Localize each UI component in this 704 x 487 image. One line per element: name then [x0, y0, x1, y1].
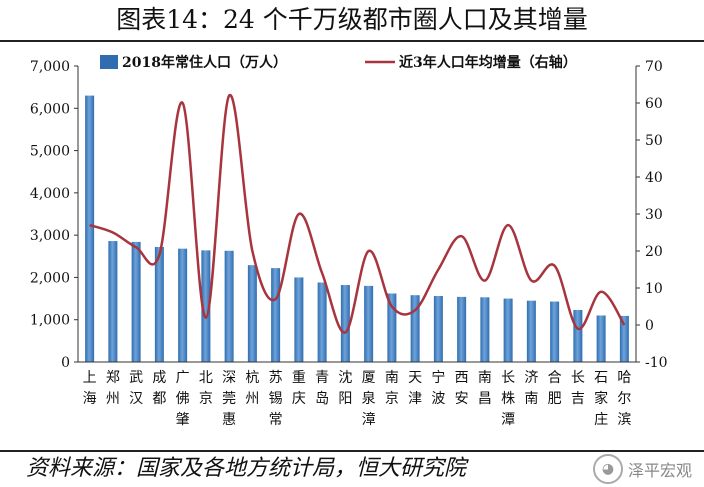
watermark-text: 泽平宏观: [627, 461, 692, 480]
y-tick-label-right: 10: [645, 281, 663, 297]
line-path: [89, 94, 626, 334]
source-divider: [0, 450, 704, 452]
x-tick-label: 北京: [199, 370, 213, 407]
y-tick-label-left: 1,000: [30, 313, 70, 329]
y-tick-label-right: 0: [645, 318, 654, 334]
x-tick-label: 济南: [524, 370, 538, 407]
bar: [154, 246, 164, 362]
x-tick-label: 青岛: [315, 370, 329, 407]
chart-title: 图表14：24 个千万级都市圈人口及其增量: [116, 5, 588, 34]
x-tick-label: 重庆: [292, 370, 306, 407]
x-tick-label: 长株潭: [501, 370, 515, 428]
x-tick-label: 南昌: [478, 370, 492, 407]
bar: [108, 241, 118, 362]
y-tick-label-right: 70: [645, 59, 663, 75]
x-tick-label: 成都: [152, 370, 166, 407]
x-tick-label: 杭州: [245, 370, 259, 407]
x-tick-label: 哈尔滨: [617, 370, 631, 428]
legend-label-bar: 2018年常住人口（万人）: [122, 54, 287, 71]
y-tick-label-left: 4,000: [30, 186, 70, 202]
y-tick-label-right: 40: [645, 170, 663, 186]
x-tick-label: 宁波: [431, 369, 445, 407]
bar: [503, 298, 513, 362]
bar: [201, 250, 211, 362]
x-tick-label: 武汉: [129, 370, 143, 407]
bar: [457, 296, 467, 362]
x-tick-label: 深莞惠: [222, 370, 236, 428]
bar: [619, 315, 629, 362]
bar: [526, 300, 536, 362]
bar: [596, 315, 606, 362]
x-tick-label: 石家庄: [594, 370, 608, 428]
legend: 2018年常住人口（万人） 近3年人口年均增量（右轴）: [100, 54, 577, 71]
x-tick-label: 沈阳: [338, 370, 352, 407]
legend-label-line: 近3年人口年均增量（右轴）: [399, 54, 577, 71]
y-tick-label-right: 30: [645, 207, 663, 223]
bar: [410, 295, 420, 362]
y-tick-label-left: 7,000: [30, 59, 70, 75]
axes: 0 1,000 2,000 3,000 4,000 5,000 6,000 7,000 -10 0…: [30, 59, 668, 428]
wechat-icon: ◕: [592, 454, 623, 484]
bar: [131, 241, 141, 362]
bar: [364, 285, 374, 362]
line-series: [89, 94, 626, 334]
bar: [433, 296, 443, 362]
legend-swatch-bar: [100, 55, 118, 69]
y-tick-label-left: 5,000: [30, 144, 70, 160]
y-tick-label-left: 3,000: [30, 228, 70, 244]
x-tick-label: 上海: [83, 370, 97, 407]
y-tick-label-left: 2,000: [30, 270, 70, 286]
bar-series: [85, 95, 629, 362]
x-tick-label: 南京: [385, 370, 399, 407]
bar: [247, 265, 257, 362]
title-divider: [0, 40, 704, 42]
bar: [573, 309, 583, 362]
y-tick-label-right: 50: [645, 133, 663, 149]
y-tick-label-left: 0: [61, 355, 70, 371]
chart-canvas: 0 1,000 2,000 3,000 4,000 5,000 6,000 7,000 -10 0…: [30, 54, 668, 428]
x-tick-label: 厦泉漳: [362, 370, 376, 428]
y-tick-label-right: 20: [645, 244, 663, 260]
bar: [178, 248, 188, 362]
bar: [271, 268, 281, 362]
x-tick-label: 郑州: [106, 370, 120, 407]
x-tick-label: 广佛肇: [176, 370, 190, 428]
bar: [387, 293, 397, 362]
y-tick-label-right: 60: [645, 96, 663, 112]
x-tick-label: 天津: [408, 370, 422, 407]
bar: [340, 285, 350, 362]
y-tick-label-right: -10: [645, 355, 668, 371]
source-note: 资料来源：国家及各地方统计局，恒大研究院: [26, 456, 467, 481]
bar: [317, 282, 327, 362]
bar: [550, 301, 560, 362]
bar: [224, 250, 234, 362]
x-tick-label: 合肥: [548, 370, 562, 407]
y-tick-label-left: 6,000: [30, 101, 70, 117]
watermark: ◕ 泽平宏观: [592, 454, 692, 484]
x-tick-label: 长吉: [571, 370, 585, 407]
bar: [294, 277, 304, 362]
x-tick-label: 苏锡常: [269, 370, 283, 428]
bar: [480, 297, 490, 362]
x-tick-label: 西安: [455, 370, 469, 407]
bar: [85, 95, 95, 362]
